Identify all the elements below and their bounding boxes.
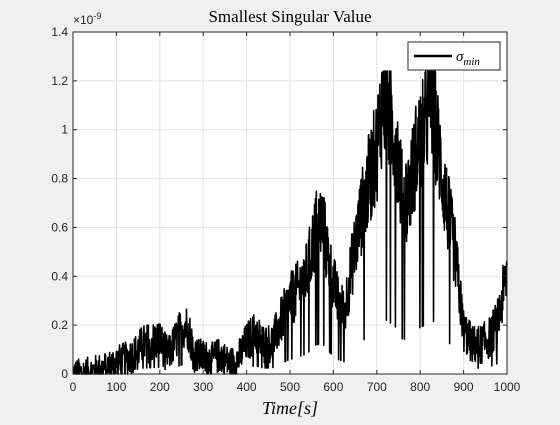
legend: σmin [407,41,501,71]
series-layer [72,70,508,375]
x-tick-label: 700 [367,380,387,394]
x-tick-label: 500 [280,380,300,394]
x-tick-label: 200 [150,380,170,394]
x-tick-label: 600 [323,380,343,394]
chart-title: Smallest Singular Value [208,7,371,26]
x-tick-labels: 0 100 200 300 400 500 600 700 800 900 1000 [70,380,521,394]
series-line-sigma-min [72,70,508,375]
x-tick-label: 900 [454,380,474,394]
y-tick-label: 1.2 [51,74,68,88]
y-tick-label: 0.8 [51,172,68,186]
x-tick-label: 400 [237,380,257,394]
grid [73,32,507,374]
y-tick-labels: 0 0.2 0.4 0.6 0.8 1 1.2 1.4 [51,25,68,381]
ticks [72,31,508,375]
x-tick-label: 800 [410,380,430,394]
y-exponent-label: ×10-9 [73,11,101,27]
x-tick-label: 1000 [494,380,521,394]
legend-label: σmin [456,49,480,68]
y-tick-label: 0.4 [51,269,68,283]
x-tick-label: 100 [106,380,126,394]
y-tick-label: 0 [61,367,68,381]
y-tick-label: 0.6 [51,220,68,234]
y-tick-label: 1.4 [51,25,68,39]
x-axis-label: Time[s] [262,398,318,418]
y-tick-label: 0.2 [51,318,68,332]
x-tick-label: 0 [70,380,77,394]
y-tick-label: 1 [61,123,68,137]
x-tick-label: 300 [193,380,213,394]
